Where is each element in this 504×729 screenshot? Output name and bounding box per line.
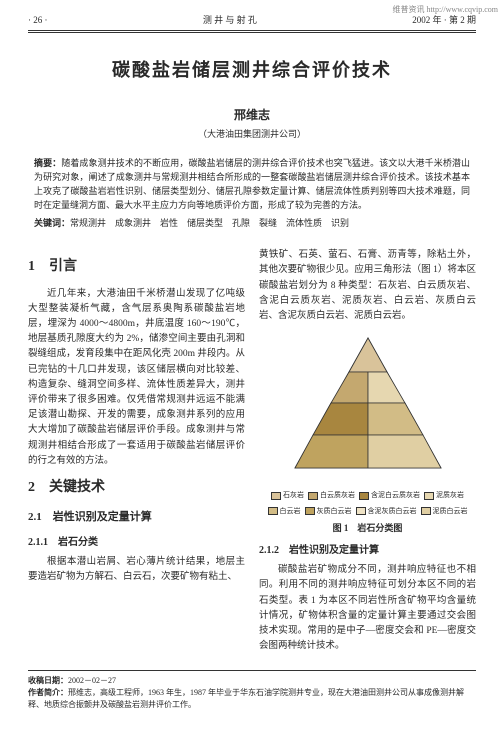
section-1-title: 引言 — [49, 259, 77, 274]
swatch-icon — [421, 507, 431, 515]
section-2-1-2-heading: 2.1.2 岩性识别及定量计算 — [259, 543, 476, 559]
legend-label: 石灰岩 — [283, 490, 304, 501]
author-bio-label: 作者简介： — [28, 688, 68, 697]
legend-item: 灰质白云岩 — [305, 506, 352, 517]
section-2-1-1-body: 根据本潜山岩屑、岩心薄片统计结果，地层主要造岩矿物为方解石、白云石，次要矿物有粘… — [28, 555, 245, 585]
section-2-1-1-num: 2.1.1 — [28, 537, 48, 548]
triangle-diagram-icon — [283, 330, 453, 480]
issue-info: 2002 年 · 第 2 期 — [412, 14, 476, 28]
right-column: 黄铁矿、石英、萤石、石膏、沥青等，除粘土外，其他次要矿物很少见。应用三角形法（图… — [259, 248, 476, 658]
legend-item: 白云质灰岩 — [308, 490, 355, 501]
legend-item: 泥质白云岩 — [421, 506, 468, 517]
swatch-icon — [271, 492, 281, 500]
section-2-1-2-title: 岩性识别及定量计算 — [289, 545, 379, 556]
receipt-date-label: 收稿日期： — [28, 676, 68, 685]
figure-1-caption: 图 1 岩石分类图 — [259, 521, 476, 535]
col2-continuation: 黄铁矿、石英、萤石、石膏、沥青等，除粘土外，其他次要矿物很少见。应用三角形法（图… — [259, 248, 476, 324]
figure-1-legend: 石灰岩 白云质灰岩 含泥白云质灰岩 泥质灰岩 白云岩 灰质白云岩 含泥灰质白云岩… — [259, 490, 476, 516]
section-2-1-1-heading: 2.1.1 岩石分类 — [28, 535, 245, 551]
section-2-1-num: 2.1 — [28, 511, 42, 523]
swatch-icon — [359, 492, 369, 500]
legend-label: 含泥灰质白云岩 — [368, 506, 417, 517]
legend-label: 白云质灰岩 — [320, 490, 355, 501]
watermark: 维普资讯 http://www.cqvip.com — [393, 4, 498, 16]
section-2-1-heading: 2.1 岩性识别及定量计算 — [28, 509, 245, 527]
author-affiliation: （大港油田集团测井公司） — [28, 128, 476, 142]
page-number: · 26 · — [28, 14, 48, 28]
swatch-icon — [305, 507, 315, 515]
keywords: 关键词：常规测井 成象测井 岩性 储层类型 孔隙 裂缝 流体性质 识别 — [28, 217, 476, 241]
abstract-text: 随着成象测井技术的不断应用，碳酸盐岩储层的测井综合评价技术也突飞猛进。该文以大港… — [34, 158, 470, 210]
swatch-icon — [308, 492, 318, 500]
figure-1: 石灰岩 白云质灰岩 含泥白云质灰岩 泥质灰岩 白云岩 灰质白云岩 含泥灰质白云岩… — [259, 330, 476, 535]
page: · 26 · 测 井 与 射 孔 2002 年 · 第 2 期 碳酸盐岩储层测井… — [0, 0, 504, 729]
legend-label: 白云岩 — [280, 506, 301, 517]
section-2-title: 关键技术 — [49, 480, 105, 495]
swatch-icon — [356, 507, 366, 515]
section-1-body: 近几年来，大港油田千米桥潜山发现了亿吨级大型整装凝析气藏，含气层系奥陶系碳酸盐岩… — [28, 287, 245, 469]
legend-item: 含泥白云质灰岩 — [359, 490, 420, 501]
header-rule — [28, 32, 476, 33]
swatch-icon — [268, 507, 278, 515]
swatch-icon — [424, 492, 434, 500]
running-header: · 26 · 测 井 与 射 孔 2002 年 · 第 2 期 — [28, 14, 476, 31]
left-column: 1 引言 近几年来，大港油田千米桥潜山发现了亿吨级大型整装凝析气藏，含气层系奥陶… — [28, 248, 245, 658]
section-2-1-2-num: 2.1.2 — [259, 545, 279, 556]
legend-item: 含泥灰质白云岩 — [356, 506, 417, 517]
legend-label: 泥质灰岩 — [436, 490, 464, 501]
legend-label: 泥质白云岩 — [433, 506, 468, 517]
legend-item: 石灰岩 — [271, 490, 304, 501]
footer: 收稿日期：2002－02－27 作者简介：邢维志，高级工程师，1963 年生，1… — [28, 675, 476, 711]
legend-item: 泥质灰岩 — [424, 490, 464, 501]
legend-label: 灰质白云岩 — [317, 506, 352, 517]
article-title: 碳酸盐岩储层测井综合评价技术 — [28, 57, 476, 84]
section-2-1-title: 岩性识别及定量计算 — [53, 511, 152, 523]
section-1-num: 1 — [28, 259, 35, 274]
author-bio-text: 邢维志，高级工程师，1963 年生，1987 年毕业于华东石油学院测井专业，现在… — [28, 688, 464, 709]
receipt-date: 收稿日期：2002－02－27 — [28, 675, 476, 687]
section-1-heading: 1 引言 — [28, 256, 245, 278]
journal-name: 测 井 与 射 孔 — [203, 14, 257, 28]
section-2-num: 2 — [28, 480, 35, 495]
author-name: 邢维志 — [28, 106, 476, 124]
receipt-date-value: 2002－02－27 — [68, 676, 116, 685]
section-2-1-2-body: 碳酸盐岩矿物成分不同，测井响应特征也不相同。利用不同的测井响应特征可划分本区不同… — [259, 563, 476, 654]
keywords-label: 关键词： — [34, 218, 70, 228]
abstract: 摘要：随着成象测井技术的不断应用，碳酸盐岩储层的测井综合评价技术也突飞猛进。该文… — [28, 157, 476, 213]
keywords-text: 常规测井 成象测井 岩性 储层类型 孔隙 裂缝 流体性质 识别 — [70, 218, 349, 228]
legend-label: 含泥白云质灰岩 — [371, 490, 420, 501]
legend-item: 白云岩 — [268, 506, 301, 517]
two-column-body: 1 引言 近几年来，大港油田千米桥潜山发现了亿吨级大型整装凝析气藏，含气层系奥陶… — [28, 248, 476, 658]
author-bio: 作者简介：邢维志，高级工程师，1963 年生，1987 年毕业于华东石油学院测井… — [28, 687, 476, 711]
section-2-1-1-title: 岩石分类 — [58, 537, 98, 548]
section-2-heading: 2 关键技术 — [28, 477, 245, 499]
abstract-label: 摘要： — [34, 158, 61, 168]
